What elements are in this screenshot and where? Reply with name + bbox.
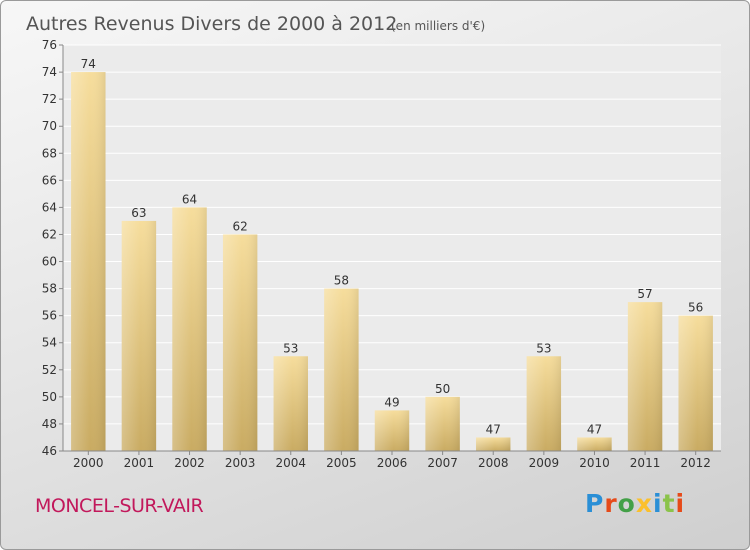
logo-letter: r [604, 489, 618, 518]
data-label: 47 [587, 422, 602, 436]
data-label: 63 [131, 206, 146, 220]
x-tick-label: 2010 [579, 456, 610, 470]
bar-shading [678, 315, 713, 451]
y-tick-label: 76 [42, 38, 57, 52]
y-tick-label: 72 [42, 92, 57, 106]
y-tick-label: 56 [42, 309, 57, 323]
chart-subtitle: (en milliers d'€) [391, 19, 485, 33]
y-tick-label: 54 [42, 336, 57, 350]
data-label: 56 [688, 301, 703, 315]
y-tick-label: 64 [42, 200, 57, 214]
data-label: 64 [182, 192, 197, 206]
bar-shading [476, 437, 511, 451]
x-tick-label: 2000 [73, 456, 104, 470]
x-tick-label: 2011 [630, 456, 661, 470]
y-tick-label: 52 [42, 363, 57, 377]
bar-shading [121, 220, 157, 451]
x-tick-label: 2009 [529, 456, 560, 470]
data-label: 50 [435, 382, 450, 396]
data-label: 53 [536, 341, 551, 355]
bar-shading [526, 356, 562, 451]
data-label: 53 [283, 341, 298, 355]
x-tick-label: 2003 [225, 456, 256, 470]
x-axis: 2000 2001 2002 2003 2004 2005 2006 2007 2008 2009… [63, 450, 721, 470]
x-tick-label: 2001 [124, 456, 155, 470]
y-axis: 46 48 50 52 54 56 58 60 62 64 66 68 70 72 74 76 [42, 38, 64, 458]
logo-letter: P [585, 489, 605, 518]
plot-area [63, 45, 721, 451]
bar-shading [627, 302, 663, 451]
bar-shading [324, 288, 359, 451]
x-tick-label: 2002 [174, 456, 205, 470]
logo-letter: i [653, 489, 663, 518]
y-tick-label: 58 [42, 282, 57, 296]
y-tick-label: 70 [42, 119, 57, 133]
bar-shading [273, 356, 308, 451]
data-label: 57 [637, 287, 652, 301]
logo-letter: o [617, 489, 636, 518]
y-tick-label: 66 [42, 173, 57, 187]
bar-shading [71, 72, 106, 452]
x-tick-label: 2007 [427, 456, 458, 470]
y-tick-label: 74 [42, 65, 57, 79]
logo-letter: x [635, 489, 653, 518]
bar-shading [172, 207, 207, 451]
y-tick-label: 50 [42, 390, 57, 404]
bar-shading [374, 410, 410, 451]
x-tick-label: 2012 [680, 456, 711, 470]
y-tick-label: 48 [42, 417, 57, 431]
x-tick-label: 2005 [326, 456, 357, 470]
proxiti-logo[interactable]: Proxiti [585, 489, 695, 523]
logo-letter: i [675, 489, 686, 518]
bar-shading [425, 396, 460, 451]
logo-letter: t [662, 489, 676, 518]
y-tick-label: 60 [42, 255, 57, 269]
plot-background [63, 45, 721, 451]
y-tick-label: 62 [42, 227, 57, 241]
data-labels: 74 63 64 62 53 58 49 50 47 53 47 57 56 [81, 57, 704, 436]
bar-shading [577, 437, 612, 451]
x-tick-label: 2004 [275, 456, 306, 470]
chart-title: Autres Revenus Divers de 2000 à 2012 [26, 13, 397, 35]
data-label: 74 [81, 57, 96, 71]
x-tick-label: 2008 [478, 456, 509, 470]
data-label: 58 [334, 274, 349, 288]
bars [71, 72, 713, 452]
data-label: 62 [233, 219, 248, 233]
commune-name: MONCEL-SUR-VAIR [35, 495, 204, 517]
y-tick-label: 68 [42, 146, 57, 160]
bar-shading [222, 234, 258, 451]
data-label: 49 [384, 395, 399, 409]
x-tick-label: 2006 [377, 456, 408, 470]
data-label: 47 [486, 422, 501, 436]
y-tick-label: 46 [42, 444, 57, 458]
